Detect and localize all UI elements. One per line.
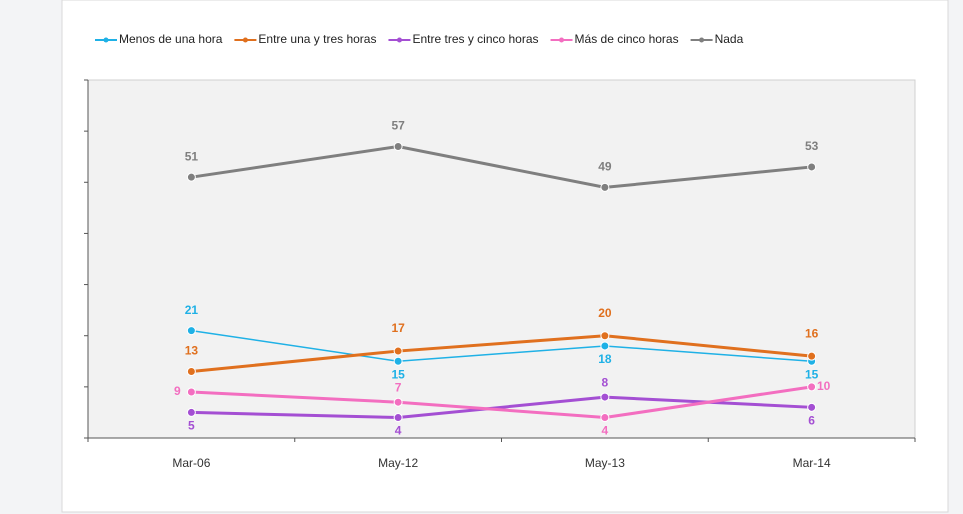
- plot-area: [87, 79, 916, 439]
- data-label: 9: [174, 384, 181, 398]
- series-line: [191, 385, 812, 420]
- series-line: [191, 329, 812, 363]
- x-tick-label: May-13: [585, 456, 625, 470]
- point: [807, 351, 817, 361]
- legend-marker: [103, 37, 109, 43]
- point: [393, 356, 403, 366]
- data-label: 4: [602, 424, 609, 438]
- legend-marker: [559, 37, 565, 43]
- data-label: 5: [188, 419, 195, 433]
- data-label: 49: [598, 160, 612, 174]
- data-label: 13: [185, 344, 199, 358]
- data-label: 53: [805, 139, 819, 153]
- data-label: 57: [391, 119, 405, 133]
- legend-label: Menos de una hora: [119, 32, 223, 46]
- series-line: [191, 144, 812, 189]
- data-label: 10: [817, 379, 831, 393]
- data-label: 21: [185, 303, 199, 317]
- point: [393, 346, 403, 356]
- data-label: 51: [185, 149, 199, 163]
- x-tick-label: Mar-14: [793, 456, 831, 470]
- point: [600, 331, 610, 341]
- series-line: [191, 334, 812, 374]
- point: [807, 382, 817, 392]
- point: [186, 367, 196, 377]
- point: [186, 387, 196, 397]
- data-label: 8: [602, 375, 609, 389]
- data-label: 16: [805, 326, 819, 340]
- legend-label: Más de cinco horas: [575, 32, 679, 46]
- x-tick-label: Mar-06: [172, 456, 210, 470]
- point: [600, 392, 610, 402]
- data-label: 4: [395, 424, 402, 438]
- point: [393, 397, 403, 407]
- point: [600, 341, 610, 351]
- legend-marker: [242, 37, 248, 43]
- point: [186, 407, 196, 417]
- point: [393, 141, 403, 151]
- data-label: 17: [391, 321, 405, 335]
- point: [807, 402, 817, 412]
- point: [600, 182, 610, 192]
- point: [807, 162, 817, 172]
- x-tick-label: May-12: [378, 456, 418, 470]
- data-label: 6: [808, 413, 815, 427]
- legend-label: Entre una y tres horas: [258, 32, 376, 46]
- point: [186, 326, 196, 336]
- data-label: 20: [598, 306, 612, 320]
- data-label: 7: [395, 380, 402, 394]
- legend-marker: [396, 37, 402, 43]
- legend-label: Nada: [715, 32, 744, 46]
- data-label: 15: [391, 367, 405, 381]
- point: [600, 413, 610, 423]
- legend-marker: [699, 37, 705, 43]
- data-label: 18: [598, 352, 612, 366]
- point: [186, 172, 196, 182]
- data-label: 15: [805, 367, 819, 381]
- point: [393, 413, 403, 423]
- legend-label: Entre tres y cinco horas: [412, 32, 538, 46]
